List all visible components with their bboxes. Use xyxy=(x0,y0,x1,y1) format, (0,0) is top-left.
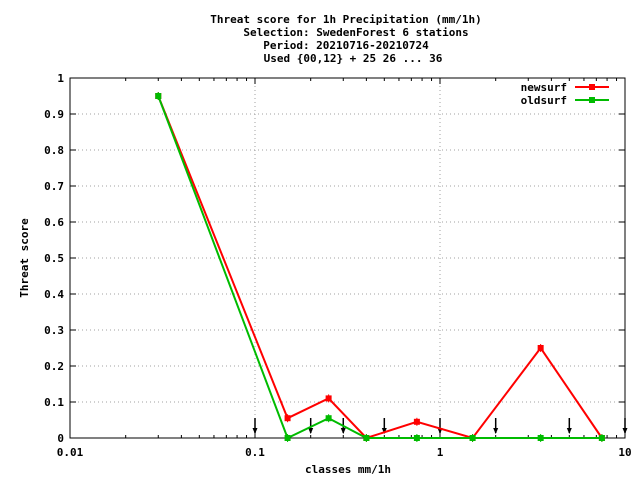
series-group xyxy=(155,92,605,442)
title-line-1: Threat score for 1h Precipitation (mm/1h… xyxy=(210,13,482,26)
class-marker-arrowhead xyxy=(381,428,387,434)
legend-marker-newsurf xyxy=(589,84,595,90)
y-tick-label: 0.6 xyxy=(44,216,64,229)
legend-label-oldsurf: oldsurf xyxy=(521,94,567,107)
x-tick-label: 10 xyxy=(618,446,631,459)
class-marker-arrowhead xyxy=(252,428,258,434)
chart-title: Threat score for 1h Precipitation (mm/1h… xyxy=(210,13,482,65)
y-tick-label: 1 xyxy=(57,72,64,85)
class-marker-arrowhead xyxy=(308,428,314,434)
x-tick-label: 0.01 xyxy=(57,446,84,459)
y-tick-label: 0.3 xyxy=(44,324,64,337)
y-tick-label: 0.8 xyxy=(44,144,64,157)
y-tick-label: 0.2 xyxy=(44,360,64,373)
class-marker-arrowhead xyxy=(340,428,346,434)
class-markers xyxy=(252,418,628,434)
y-tick-label: 0.7 xyxy=(44,180,64,193)
plot-frame xyxy=(69,77,626,439)
class-marker-arrowhead xyxy=(493,428,499,434)
y-tick-label: 0.1 xyxy=(44,396,64,409)
title-line-2: Selection: SwedenForest 6 stations xyxy=(243,26,468,39)
x-tick-label: 1 xyxy=(437,446,444,459)
y-tick-label: 0.5 xyxy=(44,252,64,265)
grid-lines xyxy=(70,78,625,438)
legend-marker-oldsurf xyxy=(589,97,595,103)
x-axis-label: classes mm/1h xyxy=(305,463,391,476)
tick-labels: 0 0.1 0.2 0.3 0.4 0.5 0.6 0.7 0.8 0.9 1 0.01 0.1 1 10 xyxy=(44,72,632,459)
y-axis-label: Threat score xyxy=(18,218,31,298)
y-tick-label: 0.4 xyxy=(44,288,64,301)
class-marker-arrowhead xyxy=(622,428,628,434)
y-tick-label: 0 xyxy=(57,432,64,445)
series-line-oldsurf xyxy=(157,95,602,440)
y-tick-label: 0.9 xyxy=(44,108,64,121)
series-line-newsurf xyxy=(157,95,603,440)
legend-label-newsurf: newsurf xyxy=(521,81,567,94)
title-line-3: Period: 20210716-20210724 xyxy=(263,39,429,52)
class-marker-arrowhead xyxy=(566,428,572,434)
axes xyxy=(69,77,626,439)
title-line-4: Used {00,12} + 25 26 ... 36 xyxy=(264,52,443,65)
x-tick-label: 0.1 xyxy=(245,446,265,459)
